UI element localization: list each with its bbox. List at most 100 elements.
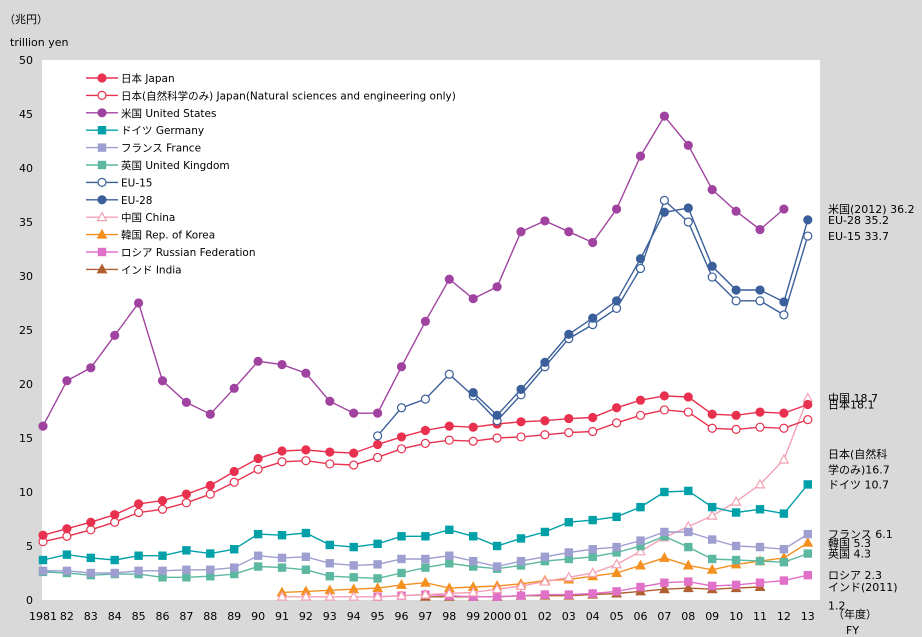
point-france bbox=[469, 556, 478, 566]
point-japan bbox=[444, 421, 454, 431]
point-eu-28 bbox=[588, 313, 598, 323]
point-eu-28 bbox=[659, 207, 670, 217]
y-tick-label: 15 bbox=[19, 432, 33, 445]
point-united-kingdom bbox=[779, 557, 789, 567]
point-united-states bbox=[396, 362, 407, 372]
point-united-states bbox=[325, 396, 335, 406]
point-france bbox=[38, 566, 48, 576]
point-japan bbox=[755, 407, 765, 417]
point-germany bbox=[158, 551, 167, 560]
point-eu-28 bbox=[492, 410, 502, 420]
point-united-states bbox=[611, 204, 622, 214]
x-tick-label: 94 bbox=[347, 610, 361, 623]
point-japan bbox=[325, 447, 335, 457]
series-china bbox=[276, 392, 814, 601]
legend-label-china: 中国 China bbox=[121, 211, 175, 224]
point-united-states bbox=[731, 206, 741, 216]
point-germany bbox=[516, 534, 526, 543]
x-tick-label: 07 bbox=[657, 610, 671, 623]
point-united-states bbox=[349, 408, 359, 418]
x-tick-label: 85 bbox=[132, 610, 146, 623]
point-france bbox=[325, 559, 335, 568]
legend-marker-japan-natural-sciences-and-engineering-only bbox=[97, 90, 107, 101]
end-label: 学のみ)16.7 bbox=[828, 462, 890, 476]
point-eu-28 bbox=[779, 297, 789, 307]
y-tick-label: 50 bbox=[19, 54, 33, 67]
legend-marker-japan bbox=[97, 73, 107, 83]
x-tick-label: 04 bbox=[586, 610, 600, 623]
series-rep-of-korea bbox=[276, 536, 814, 597]
point-france bbox=[564, 548, 574, 557]
point-eu-28 bbox=[731, 285, 741, 295]
point-russian-federation bbox=[755, 578, 765, 587]
x-tick-label: 1981 bbox=[29, 610, 57, 623]
point-japan-natural-sciences-and-engineering-only bbox=[516, 432, 526, 442]
point-india bbox=[658, 583, 670, 594]
point-china bbox=[706, 509, 718, 520]
point-germany bbox=[803, 480, 813, 489]
point-germany bbox=[38, 555, 48, 565]
point-japan-natural-sciences-and-engineering-only bbox=[181, 498, 191, 508]
point-japan-natural-sciences-and-engineering-only bbox=[277, 457, 287, 467]
x-tick-label: 09 bbox=[705, 610, 719, 623]
line-united-states bbox=[42, 114, 785, 427]
point-japan-natural-sciences-and-engineering-only bbox=[468, 436, 478, 446]
point-japan bbox=[588, 412, 598, 423]
point-germany bbox=[110, 555, 119, 565]
point-france bbox=[86, 568, 95, 578]
legend-marker-india bbox=[96, 263, 108, 274]
series-japan-natural-sciences-and-engineering-only bbox=[38, 405, 813, 547]
point-germany bbox=[731, 508, 741, 517]
point-japan-natural-sciences-and-engineering-only bbox=[707, 423, 717, 433]
point-france bbox=[492, 562, 502, 571]
end-label: 中国 18.7 bbox=[828, 392, 878, 405]
point-united-states bbox=[301, 368, 311, 378]
legend-marker-eu-28 bbox=[97, 195, 107, 205]
point-germany bbox=[540, 527, 550, 537]
point-france bbox=[755, 542, 765, 552]
legend-label-india: インド India bbox=[121, 264, 182, 276]
point-rep-of-korea bbox=[396, 579, 407, 589]
x-tick-label: 10 bbox=[729, 610, 743, 623]
x-tick-label: 12 bbox=[777, 610, 791, 623]
end-label: 英国 4.3 bbox=[828, 547, 871, 561]
point-united-states bbox=[229, 383, 239, 393]
series-france bbox=[38, 527, 813, 578]
point-russian-federation bbox=[636, 582, 645, 592]
legend: 日本 Japan 日本(自然科学のみ) Japan(Natural science… bbox=[86, 72, 456, 276]
x-tick-label: 95 bbox=[371, 610, 385, 623]
point-united-kingdom bbox=[253, 562, 263, 571]
point-china bbox=[443, 587, 455, 598]
x-tick-label: 2000 bbox=[483, 610, 511, 623]
x-tick-label: 97 bbox=[418, 610, 432, 623]
legend-label-japan: 日本 Japan bbox=[121, 72, 175, 85]
point-france bbox=[684, 527, 693, 537]
point-eu-15 bbox=[755, 296, 765, 306]
point-rep-of-korea bbox=[682, 559, 694, 570]
point-germany bbox=[684, 486, 693, 496]
point-russian-federation bbox=[564, 590, 574, 599]
point-germany bbox=[612, 512, 621, 522]
x-tick-label: 92 bbox=[299, 610, 313, 623]
y-tick-label: 20 bbox=[19, 378, 33, 391]
point-france bbox=[230, 563, 239, 572]
point-japan bbox=[301, 445, 311, 455]
point-germany bbox=[373, 539, 382, 549]
point-united-kingdom bbox=[301, 565, 311, 574]
point-japan bbox=[134, 499, 144, 509]
end-label: 韓国 5.3 bbox=[828, 537, 871, 550]
point-germany bbox=[660, 487, 669, 497]
point-japan bbox=[181, 489, 191, 499]
end-label: ドイツ 10.7 bbox=[828, 478, 889, 491]
point-united-states bbox=[540, 216, 550, 226]
point-rep-of-korea bbox=[658, 552, 670, 562]
point-russian-federation bbox=[779, 576, 789, 585]
point-france bbox=[397, 554, 406, 564]
series-japan bbox=[38, 391, 813, 540]
point-united-states bbox=[468, 294, 478, 304]
point-japan bbox=[229, 466, 239, 477]
point-germany bbox=[349, 542, 358, 552]
point-japan-natural-sciences-and-engineering-only bbox=[444, 435, 454, 445]
point-japan-natural-sciences-and-engineering-only bbox=[134, 507, 144, 518]
point-eu-28 bbox=[611, 296, 622, 306]
